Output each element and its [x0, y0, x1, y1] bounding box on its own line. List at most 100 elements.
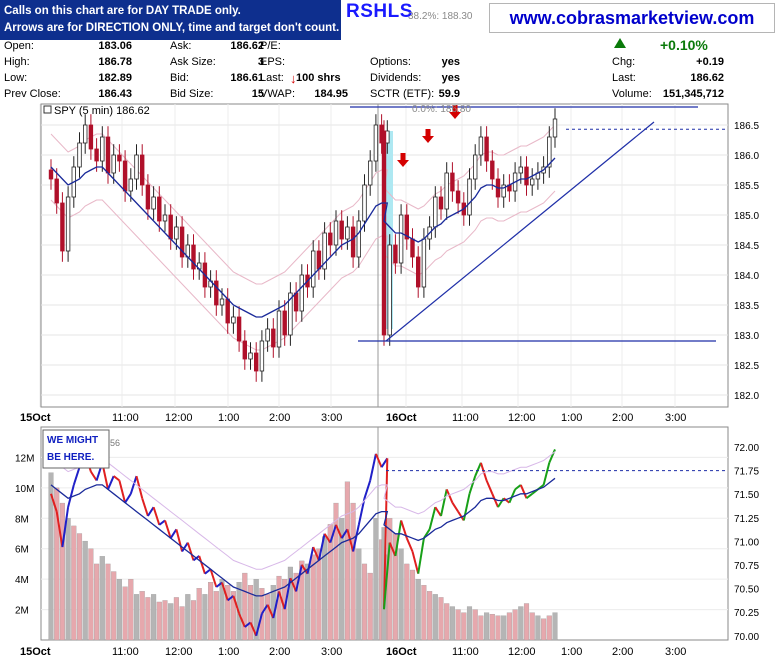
osc-tick-label: 71.25 [734, 514, 759, 525]
price-candle [253, 352, 259, 372]
oscillator-segment [428, 506, 437, 530]
volume-bar [409, 569, 416, 641]
price-candle [490, 160, 495, 180]
website-link[interactable]: www.cobrasmarketview.com [489, 3, 775, 33]
volume-bar [472, 609, 478, 641]
bid-value: 186.61 [230, 72, 264, 84]
legend-candle-icon [43, 105, 52, 114]
fib-zero-label: 0.0%: 186.80 [412, 104, 471, 115]
volume-x-tick-label: 12:00 [508, 646, 536, 658]
volume-tick-label: 6M [15, 545, 29, 556]
price-x-tick-label: 3:00 [321, 412, 342, 422]
price-candle [139, 154, 145, 186]
oscillator-segment [497, 497, 505, 508]
osc-tick-label: 70.00 [734, 632, 759, 643]
price-candle [410, 238, 415, 258]
oscillator-segment [317, 533, 326, 561]
volume-bar [116, 578, 122, 641]
volume-bar [111, 571, 117, 641]
price-legend: SPY (5 min) 186.62 [54, 105, 150, 117]
volume-bar [219, 578, 225, 641]
chg-label: Chg: [612, 56, 636, 68]
volume-x-tick-label: 12:00 [165, 646, 193, 658]
sell-arrow-icon [422, 136, 434, 143]
volume-x-tick-label: 11:00 [112, 646, 139, 658]
price-x-tick-label: 3:00 [665, 412, 686, 422]
low-label: Low: [4, 72, 28, 84]
volume-bar [316, 548, 322, 641]
oscillator-segment [55, 511, 64, 548]
price-x-tick-label: 12:00 [165, 412, 193, 422]
price-candle [472, 154, 478, 180]
dividends-label: Dividends: [370, 72, 422, 84]
price-candle [501, 184, 506, 198]
volume-bar [173, 597, 179, 641]
disclaimer-line-2: Arrows are for DIRECTION ONLY, time and … [4, 22, 340, 34]
oscillator-segment [329, 524, 337, 543]
oscillator-segment [468, 475, 477, 495]
oscillator-segment [346, 529, 355, 552]
volume-bar [506, 612, 512, 641]
sctr-value: 59.9 [438, 88, 460, 100]
oscillator-segment [175, 529, 184, 552]
oscillator-segment [147, 506, 155, 517]
price-candle [162, 214, 168, 222]
price-candle [265, 328, 270, 342]
lower-note-box [42, 429, 110, 469]
price-candle [48, 169, 54, 180]
price-candle [415, 256, 421, 288]
oscillator-segment [215, 581, 223, 588]
oscillator-segment [244, 621, 252, 628]
volume-label: Volume: [612, 88, 652, 100]
oscillator-segment [261, 604, 269, 615]
volume-bar [162, 600, 168, 641]
volume-bar [230, 591, 236, 641]
price-candle [145, 184, 151, 210]
oscillator-segment [388, 542, 397, 557]
volume-bar [122, 586, 128, 641]
price-candle [168, 214, 173, 240]
bid-label: Bid: [170, 72, 189, 84]
oscillator-segment [232, 595, 241, 614]
open-label: Open: [4, 40, 34, 52]
oscillator-segment [457, 511, 465, 521]
high-value: 186.78 [98, 56, 132, 68]
volume-tick-label: 2M [15, 606, 29, 617]
oscillator-segment [357, 498, 366, 526]
lower-band [50, 190, 556, 351]
sell-arrow-shaft [452, 105, 458, 112]
price-candle [276, 310, 282, 348]
price-candle [242, 340, 247, 360]
volume-bar [373, 518, 379, 641]
oscillator-segment [323, 533, 332, 544]
volume-x-tick-label: 2:00 [612, 646, 633, 658]
oscillator-segment [445, 488, 454, 504]
oscillator-segment [300, 564, 309, 575]
volume-bar [99, 556, 105, 641]
price-tick-label: 183.5 [734, 301, 759, 312]
price-candle [404, 214, 409, 240]
oscillator-segment [525, 493, 533, 500]
price-candle [518, 166, 523, 174]
price-candle [421, 238, 427, 288]
oscillator-segment [158, 519, 166, 526]
osc-tick-label: 71.50 [734, 490, 759, 501]
volume-bar [529, 612, 535, 641]
volume-bar [466, 606, 473, 641]
percent-change: +0.10% [660, 37, 708, 53]
volume-bar [105, 563, 111, 641]
eps-label: EPS: [260, 56, 286, 68]
price-x-tick-label: 2:00 [269, 412, 290, 422]
oscillator-segment [266, 604, 275, 619]
oscillator-segment [519, 484, 528, 499]
oscillator-segment [434, 506, 442, 517]
oscillator-segment [129, 475, 138, 495]
price-candle [387, 244, 392, 336]
price-candle [299, 274, 304, 312]
price-candle [339, 220, 344, 240]
volume-bar [344, 481, 350, 641]
price-candle [111, 154, 116, 174]
sell-arrow-icon [449, 112, 461, 119]
price-candle [179, 226, 185, 258]
price-candle [259, 340, 265, 372]
